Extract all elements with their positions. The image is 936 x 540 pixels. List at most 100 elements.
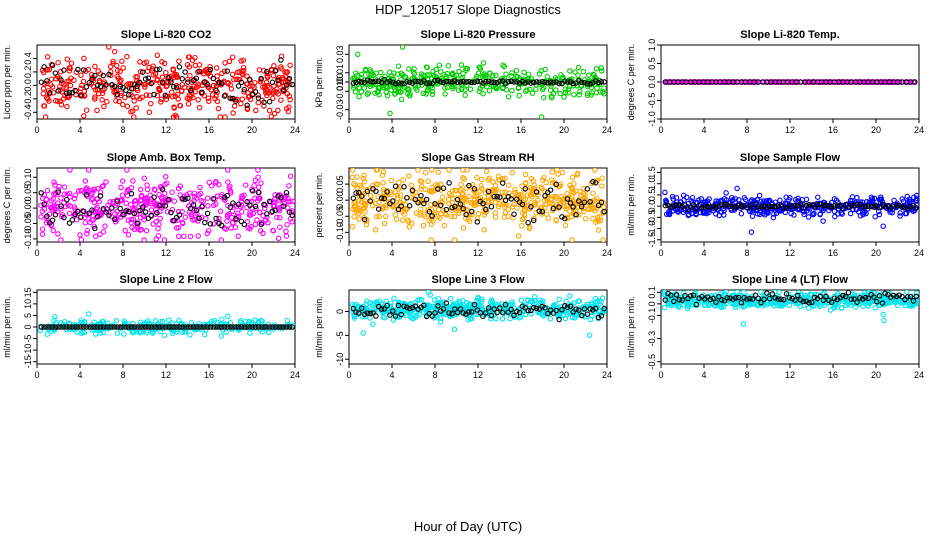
data-point <box>394 195 401 202</box>
data-point <box>838 210 845 216</box>
hourly-point <box>783 290 790 297</box>
data-point <box>723 290 729 295</box>
data-point <box>538 184 544 190</box>
hourly-point <box>125 92 132 98</box>
x-tick-label: 16 <box>828 370 838 380</box>
data-point <box>453 187 460 194</box>
data-point <box>597 217 604 224</box>
data-point <box>40 69 47 76</box>
data-point <box>141 175 148 182</box>
data-point <box>71 204 78 210</box>
x-tick-label: 4 <box>389 370 394 380</box>
data-point <box>869 195 876 202</box>
hourly-point <box>255 189 262 196</box>
data-point <box>113 62 120 69</box>
hourly-point <box>204 324 211 330</box>
data-point <box>131 198 138 204</box>
data-point <box>787 79 794 85</box>
data-point <box>164 180 170 186</box>
hourly-point <box>235 324 242 330</box>
hourly-point <box>502 301 509 308</box>
hourly-point <box>185 195 191 201</box>
data-point <box>407 314 414 320</box>
data-point <box>456 68 462 75</box>
data-point <box>673 195 680 201</box>
data-point <box>913 297 919 303</box>
data-point <box>512 189 518 196</box>
hourly-point <box>224 68 231 74</box>
data-point <box>137 69 144 75</box>
data-point <box>363 66 369 73</box>
data-point <box>689 210 695 216</box>
data-point <box>581 208 587 215</box>
data-point <box>61 184 68 190</box>
hourly-point <box>406 305 413 312</box>
data-point <box>356 210 362 217</box>
data-point <box>387 303 394 309</box>
data-point <box>754 196 761 203</box>
hourly-point <box>724 295 731 301</box>
data-point <box>143 92 150 98</box>
data-point <box>275 107 281 114</box>
data-point <box>92 94 98 100</box>
data-point <box>141 216 147 223</box>
hourly-point <box>78 92 84 99</box>
hourly-point <box>381 195 388 202</box>
data-point <box>148 207 155 213</box>
hourly-point <box>78 324 84 330</box>
data-point <box>531 294 538 300</box>
x-tick-label: 20 <box>247 125 257 135</box>
hourly-point <box>766 203 773 210</box>
data-point <box>254 217 260 223</box>
data-point <box>670 292 676 299</box>
data-point <box>697 209 704 216</box>
hourly-point <box>690 202 697 208</box>
data-point <box>539 301 546 307</box>
hourly-point <box>86 80 92 86</box>
data-point <box>289 198 295 205</box>
data-point <box>159 318 166 325</box>
hourly-point <box>907 203 914 210</box>
data-point <box>213 65 220 71</box>
data-point <box>876 211 883 218</box>
data-point <box>51 317 57 324</box>
data-point <box>576 92 582 98</box>
data-point <box>434 314 440 320</box>
data-point <box>179 88 185 94</box>
hourly-point <box>176 212 183 218</box>
y-tick-label: -0.5 <box>647 93 657 109</box>
x-tick-label: 24 <box>914 248 924 258</box>
hourly-point <box>168 324 174 330</box>
hourly-point <box>238 218 245 225</box>
data-point <box>431 80 438 87</box>
data-point <box>426 302 433 309</box>
data-point <box>573 311 580 318</box>
hourly-point <box>280 87 287 94</box>
data-point <box>83 107 90 113</box>
x-tick-label: 12 <box>785 248 795 258</box>
data-point <box>81 113 87 119</box>
data-point <box>466 193 472 200</box>
hourly-point <box>83 324 90 330</box>
data-point <box>80 329 86 335</box>
hourly-point <box>58 203 64 209</box>
data-point <box>558 194 564 200</box>
hourly-point <box>466 78 472 85</box>
hourly-point <box>707 204 714 210</box>
data-point <box>177 102 184 109</box>
hourly-point <box>902 204 908 210</box>
data-point <box>690 79 696 85</box>
data-point <box>171 105 177 111</box>
hourly-point <box>269 324 276 330</box>
hourly-point <box>69 217 76 223</box>
hourly-point <box>227 95 233 101</box>
hourly-point <box>505 309 512 315</box>
data-point <box>117 198 124 204</box>
data-point <box>904 290 910 295</box>
data-point <box>496 176 502 183</box>
data-point <box>84 227 91 234</box>
data-point <box>66 65 73 71</box>
y-tick-label: -0.4 <box>23 105 33 121</box>
